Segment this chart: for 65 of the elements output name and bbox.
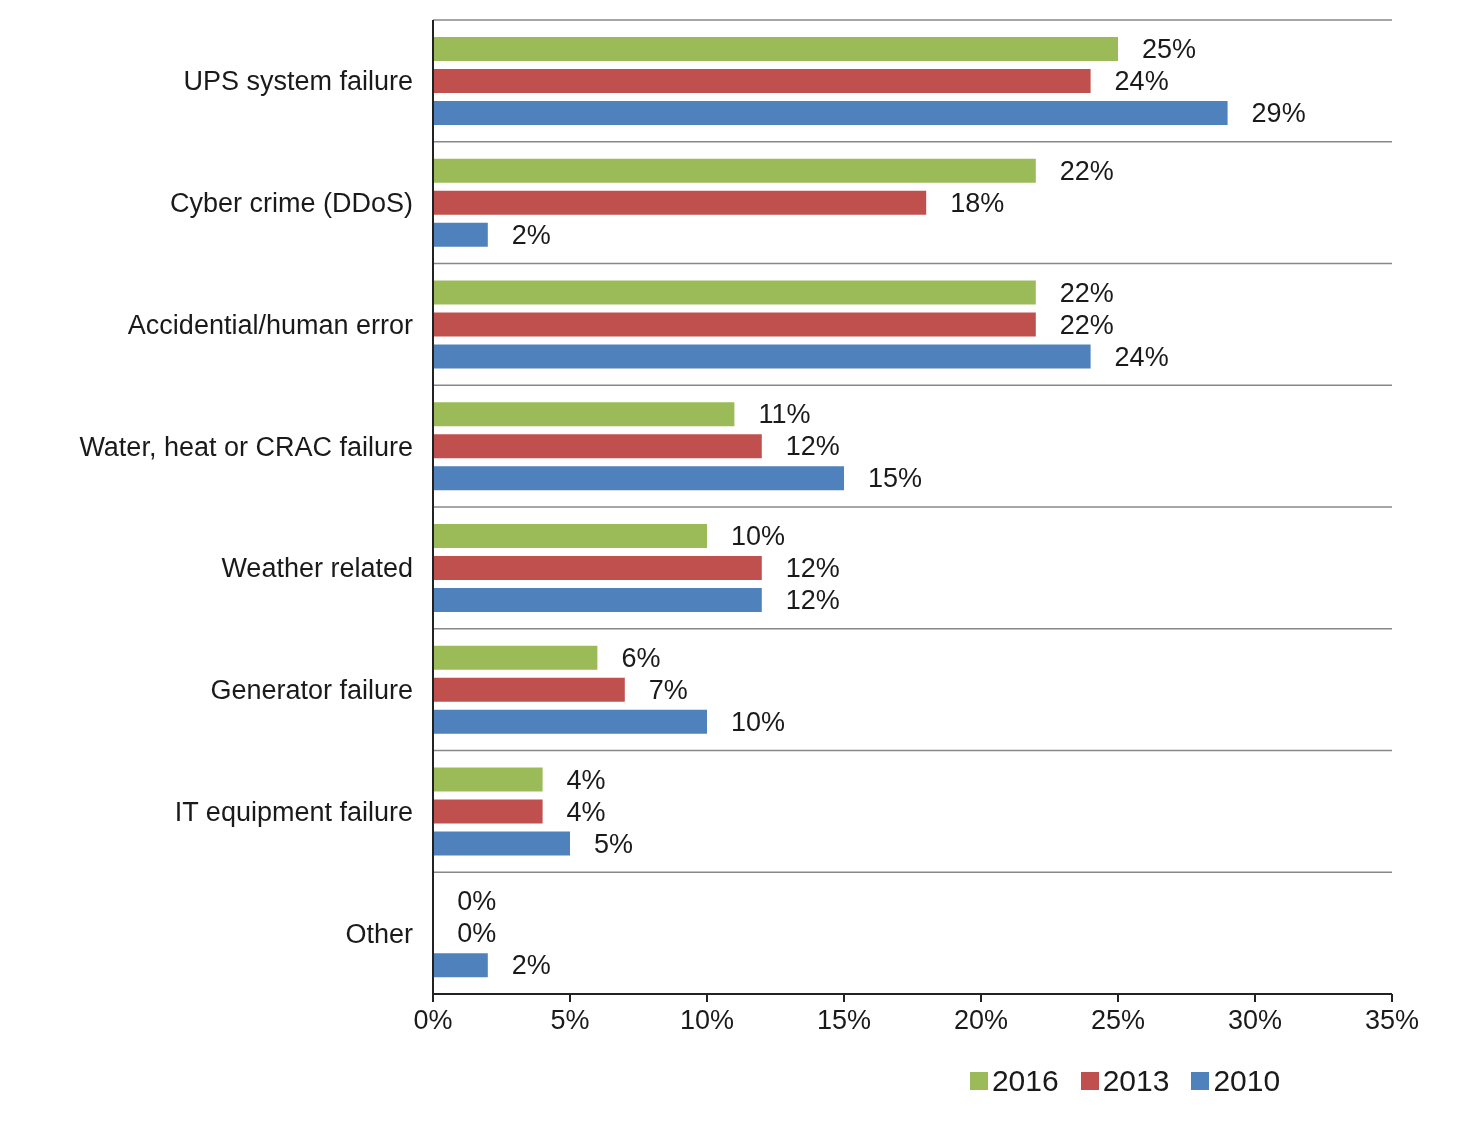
data-label: 4% [566,796,606,827]
bar [433,799,543,824]
data-label: 12% [785,585,840,616]
y-tick-label: UPS system failure [183,66,413,97]
x-tick-label: 30% [1227,1005,1283,1036]
bar [433,524,707,549]
bar [433,37,1118,62]
data-label: 24% [1114,341,1169,372]
x-tick-label: 35% [1364,1005,1420,1036]
data-label: 22% [1059,155,1114,186]
data-label: 24% [1114,66,1169,97]
x-tick-label: 25% [1090,1005,1146,1036]
y-tick-label: Accidential/human error [127,309,413,340]
data-label: 7% [648,674,688,705]
y-tick-label: Cyber crime (DDoS) [169,188,413,219]
bar [433,190,927,215]
x-tick-label: 5% [550,1005,590,1036]
bar [433,222,488,247]
bar [433,767,543,792]
data-label: 11% [758,399,811,430]
data-label: 0% [457,886,497,917]
bar [433,402,735,427]
y-tick-label: Weather related [221,553,413,584]
bar [433,101,1228,126]
data-label: 5% [594,828,634,859]
bar [433,588,762,613]
bar [433,434,762,459]
data-label: 2% [511,219,551,250]
data-label: 12% [785,431,840,462]
data-label: 0% [457,918,497,949]
data-label: 29% [1251,98,1306,129]
y-tick-label: Generator failure [210,675,413,706]
legend-label: 2010 [1212,1064,1281,1098]
bar [433,645,598,670]
bar [433,556,762,581]
data-label: 12% [785,553,840,584]
bar [433,69,1091,94]
y-tick-label: IT equipment failure [174,796,413,827]
data-label: 4% [566,764,606,795]
data-label: 10% [731,521,786,552]
data-label: 10% [731,706,786,737]
bar [433,709,707,734]
x-tick-label: 15% [816,1005,872,1036]
y-tick-label: Other [345,918,413,949]
x-tick-label: 10% [679,1005,735,1036]
bar [433,280,1036,305]
bar [433,344,1091,369]
legend-label: 2016 [990,1064,1059,1098]
bar [433,953,488,978]
data-label: 6% [621,642,661,673]
data-label: 2% [511,950,551,981]
data-label: 15% [868,463,923,494]
x-tick-label: 20% [953,1005,1009,1036]
data-label: 22% [1059,277,1114,308]
data-label: 22% [1059,309,1114,340]
bar [433,677,625,702]
bar [433,158,1036,183]
y-tick-label: Water, heat or CRAC failure [79,431,413,462]
data-label: 25% [1142,34,1197,65]
x-tick-label: 0% [413,1005,453,1036]
bar [433,466,844,491]
bar [433,831,570,856]
legend-label: 2013 [1101,1064,1170,1098]
data-label: 18% [950,187,1005,218]
bar [433,312,1036,337]
